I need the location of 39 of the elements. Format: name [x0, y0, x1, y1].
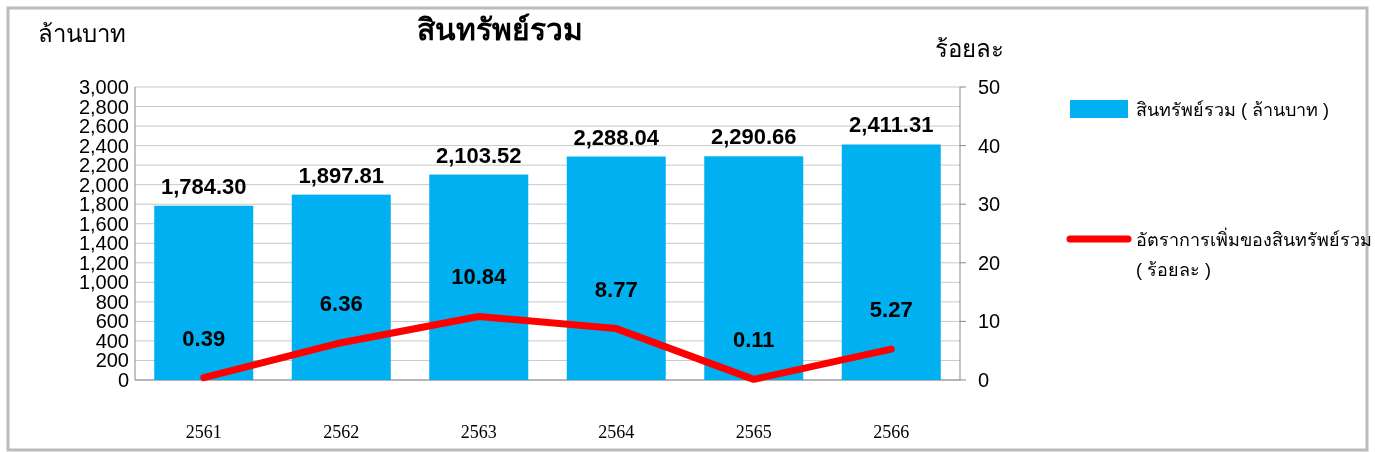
y2-tick-label: 50	[978, 76, 1001, 98]
x-tick-label: 2561	[185, 422, 222, 442]
x-tick-label: 2563	[460, 422, 497, 442]
data-label: 1,784.30	[160, 173, 247, 199]
y2-tick-label: 10	[978, 310, 1001, 333]
bar	[154, 205, 254, 380]
y-tick-label: 800	[95, 290, 129, 313]
bar	[841, 144, 941, 380]
bar	[429, 174, 529, 380]
chart-title: สินทรัพย์รวม	[417, 13, 583, 46]
y-tick-label: 200	[95, 349, 129, 372]
y2-tick-label: 0	[978, 369, 990, 391]
data-label: 2,288.04	[573, 124, 660, 150]
x-tick-label: 2565	[735, 422, 772, 442]
data-label: 2,103.52	[435, 142, 522, 168]
y2-tick-label: 30	[978, 193, 1001, 216]
y2-axis-title: ร้อยละ	[935, 35, 1004, 62]
y-axis-title: ล้านบาท	[38, 20, 126, 47]
data-label: 0.11	[732, 327, 775, 353]
y-tick-label: 3,000	[78, 76, 129, 98]
y-tick-label: 0	[117, 369, 129, 391]
data-label: 10.84	[451, 264, 508, 290]
x-tick-label: 2562	[323, 422, 360, 442]
x-tick-label: 2564	[598, 422, 635, 442]
y2-tick-label: 20	[978, 251, 1001, 274]
legend-label: สินทรัพย์รวม ( ล้านบาท )	[1136, 100, 1329, 120]
data-label: 8.77	[594, 276, 638, 302]
data-label: 2,290.66	[710, 124, 797, 150]
data-label: 1,897.81	[298, 162, 385, 188]
legend-label: อัตราการเพิ่มของสินทรัพย์รวม ( ร้อยละ )	[1136, 227, 1372, 280]
bar	[704, 156, 804, 380]
data-label: 0.39	[182, 325, 226, 351]
x-tick-label: 2566	[873, 422, 910, 442]
bar	[566, 156, 666, 380]
data-label: 6.36	[319, 290, 363, 316]
data-label: 5.27	[869, 297, 913, 323]
bar	[291, 194, 391, 380]
y2-tick-label: 40	[978, 134, 1001, 157]
data-label: 2,411.31	[849, 112, 934, 138]
